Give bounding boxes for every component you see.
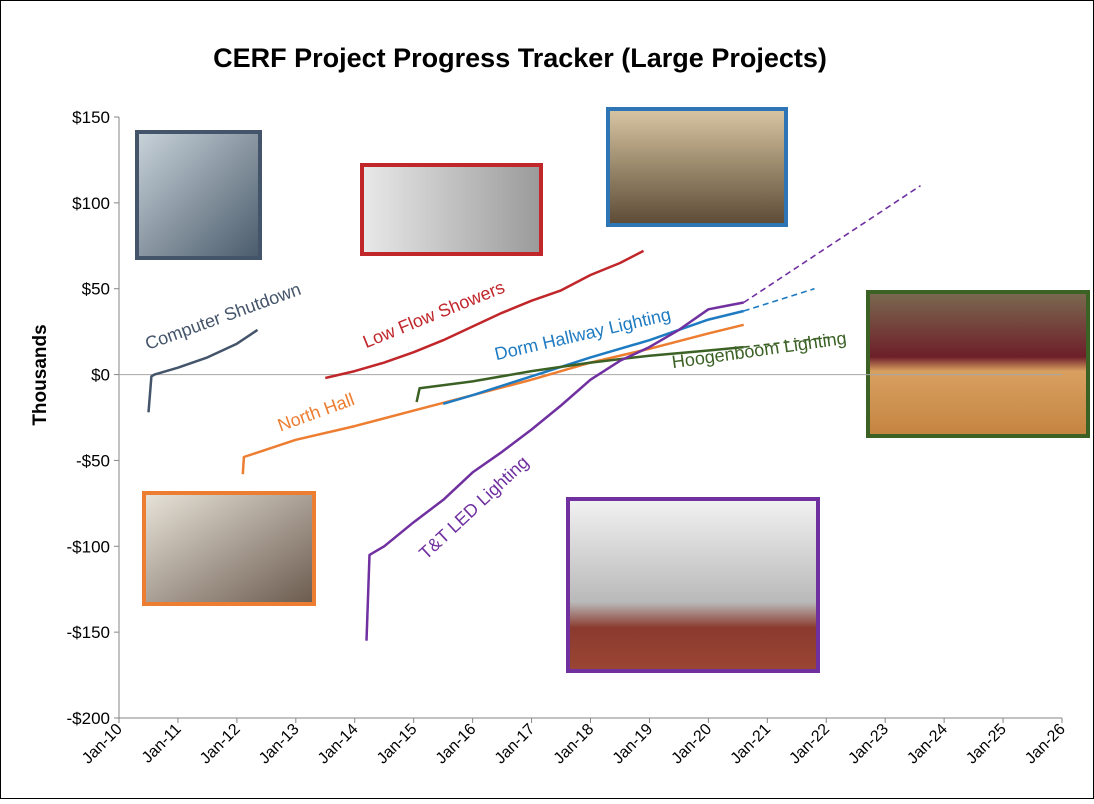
projection-line xyxy=(743,287,815,312)
photo-track xyxy=(566,497,820,673)
y-tick-label: -$100 xyxy=(67,537,110,556)
photo-computer xyxy=(135,130,262,260)
projection-line xyxy=(743,336,833,348)
y-tick-label: -$200 xyxy=(67,709,110,728)
photo-shower xyxy=(360,163,543,256)
series-line xyxy=(442,309,744,405)
projection-line xyxy=(743,185,921,304)
y-tick-label: $50 xyxy=(82,280,110,299)
series-line xyxy=(365,301,744,641)
photo-hallway xyxy=(606,107,788,227)
chart-title: CERF Project Progress Tracker (Large Pro… xyxy=(213,43,827,73)
y-tick-label: -$50 xyxy=(76,451,110,470)
photo-north-hall xyxy=(142,491,316,606)
series-line xyxy=(147,328,259,413)
y-tick-label: $100 xyxy=(72,194,110,213)
y-axis-label: Thousands xyxy=(30,324,51,425)
y-tick-label: $0 xyxy=(91,366,110,385)
photo-gym xyxy=(866,290,1090,438)
photos xyxy=(135,107,1090,673)
y-tick-label: $150 xyxy=(72,108,110,127)
series-line xyxy=(325,249,645,380)
y-tick-label: -$150 xyxy=(67,623,110,642)
series-line xyxy=(415,345,744,403)
